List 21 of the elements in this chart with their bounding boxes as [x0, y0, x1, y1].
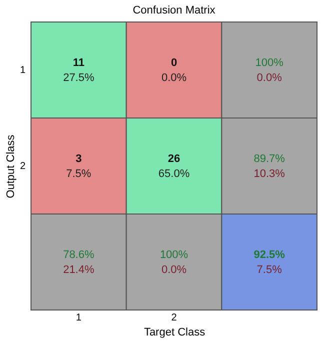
data-label: 3 — [76, 153, 82, 165]
annotation: 0.0% — [161, 72, 187, 84]
annotation: 21.4% — [63, 264, 94, 276]
chart-title: Confusion Matrix — [132, 4, 216, 16]
annotation: 65.0% — [158, 168, 190, 180]
data-label: 100% — [160, 249, 188, 261]
data-label: 92.5% — [254, 249, 286, 261]
annotation: 27.5% — [63, 72, 94, 84]
data-label: 11 — [72, 57, 84, 69]
annotation: 7.5% — [66, 168, 92, 180]
annotation: 0.0% — [256, 72, 282, 84]
data-label: 89.7% — [254, 153, 286, 165]
annotation: 7.5% — [256, 264, 282, 276]
data-label: 100% — [255, 57, 284, 69]
data-label: 0 — [170, 57, 178, 69]
x-axis-title: Target Class — [144, 326, 206, 338]
annotation: 0.0% — [161, 264, 187, 276]
data-label: 78.6% — [63, 249, 94, 261]
y-axis-title: Output Class — [4, 134, 17, 198]
data-label: 26 — [168, 153, 180, 165]
annotation: 10.3% — [254, 168, 286, 180]
